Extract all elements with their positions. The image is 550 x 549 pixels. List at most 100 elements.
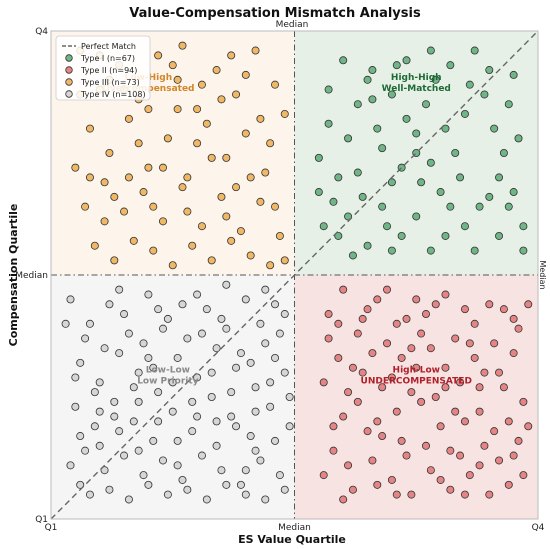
point-series-1-61 bbox=[378, 144, 387, 153]
x-tick-label-2: Median bbox=[278, 523, 311, 533]
point-series-2-40 bbox=[495, 456, 504, 465]
point-series-3-42 bbox=[246, 251, 255, 260]
point-series-2-65 bbox=[431, 392, 440, 401]
point-series-4-40 bbox=[159, 456, 168, 465]
point-series-4-72 bbox=[110, 412, 119, 421]
point-series-2-56 bbox=[499, 383, 508, 392]
point-series-1-28 bbox=[402, 114, 411, 123]
point-series-2-69 bbox=[490, 339, 499, 348]
point-series-4-41 bbox=[178, 475, 187, 484]
point-series-3-52 bbox=[266, 139, 275, 148]
point-series-1-52 bbox=[519, 222, 528, 231]
point-series-2-86 bbox=[524, 422, 533, 431]
point-series-1-36 bbox=[441, 231, 450, 240]
legend-label-series-4: Type IV (n=108) bbox=[80, 90, 146, 99]
point-series-4-30 bbox=[188, 427, 197, 436]
point-series-2-89 bbox=[407, 344, 416, 353]
point-series-1-41 bbox=[460, 109, 469, 118]
point-series-2-18 bbox=[490, 427, 499, 436]
point-series-3-69 bbox=[256, 114, 265, 123]
point-series-3-31 bbox=[236, 227, 245, 236]
point-series-2-42 bbox=[514, 436, 523, 445]
point-series-4-79 bbox=[246, 358, 255, 367]
point-series-2-91 bbox=[475, 383, 484, 392]
legend-swatch-series-1 bbox=[65, 54, 73, 62]
point-series-4-100 bbox=[261, 285, 270, 294]
point-series-4-36 bbox=[81, 446, 90, 455]
point-series-4-53 bbox=[202, 495, 211, 504]
point-series-3-28 bbox=[178, 183, 187, 192]
point-series-3-18 bbox=[202, 119, 211, 128]
point-series-3-35 bbox=[110, 256, 119, 265]
point-series-1-2 bbox=[344, 134, 353, 143]
point-series-4-25 bbox=[90, 422, 99, 431]
point-series-3-55 bbox=[124, 173, 133, 182]
point-series-4-87 bbox=[173, 436, 182, 445]
point-series-1-12 bbox=[353, 168, 362, 177]
point-series-3-25 bbox=[120, 207, 129, 216]
chart-title: Value-Compensation Mismatch Analysis bbox=[129, 6, 421, 21]
point-series-2-30 bbox=[397, 436, 406, 445]
point-series-3-13 bbox=[105, 148, 114, 157]
point-series-2-75 bbox=[363, 305, 372, 314]
point-series-2-82 bbox=[465, 339, 474, 348]
point-series-4-108 bbox=[271, 300, 280, 309]
point-series-2-62 bbox=[387, 373, 396, 382]
point-series-2-6 bbox=[373, 295, 382, 304]
point-series-4-90 bbox=[232, 422, 241, 431]
point-series-3-60 bbox=[246, 173, 255, 182]
point-series-4-73 bbox=[129, 383, 138, 392]
point-series-2-12 bbox=[431, 300, 440, 309]
point-series-2-7 bbox=[383, 339, 392, 348]
point-series-1-44 bbox=[353, 100, 362, 109]
point-series-4-67 bbox=[236, 349, 245, 358]
point-series-3-11 bbox=[271, 80, 280, 89]
point-series-3-21 bbox=[261, 168, 270, 177]
point-series-2-22 bbox=[319, 471, 328, 480]
point-series-2-68 bbox=[475, 461, 484, 470]
point-series-3-26 bbox=[139, 188, 148, 197]
y-axis-label: Compensation Quartile bbox=[7, 204, 20, 347]
point-series-2-38 bbox=[475, 407, 484, 416]
point-series-4-14 bbox=[95, 378, 104, 387]
point-series-2-48 bbox=[383, 285, 392, 294]
point-series-3-40 bbox=[207, 256, 216, 265]
point-series-2-74 bbox=[348, 363, 357, 372]
point-series-1-13 bbox=[378, 202, 387, 211]
point-series-1-42 bbox=[490, 124, 499, 133]
point-series-2-5 bbox=[363, 427, 372, 436]
point-series-3-67 bbox=[207, 153, 216, 162]
point-series-4-17 bbox=[154, 388, 163, 397]
point-series-1-55 bbox=[402, 56, 411, 65]
point-series-1-65 bbox=[504, 202, 513, 211]
legend-box bbox=[55, 35, 151, 101]
point-series-1-47 bbox=[485, 192, 494, 201]
point-series-2-54 bbox=[470, 353, 479, 362]
point-series-1-67 bbox=[426, 158, 435, 167]
point-series-4-88 bbox=[193, 412, 202, 421]
point-series-4-43 bbox=[217, 466, 226, 475]
point-series-4-104 bbox=[193, 290, 202, 299]
point-series-2-25 bbox=[348, 485, 357, 494]
point-series-3-8 bbox=[212, 66, 221, 75]
point-series-2-53 bbox=[456, 378, 465, 387]
point-series-3-51 bbox=[241, 70, 250, 79]
point-series-2-3 bbox=[344, 388, 353, 397]
plot-border bbox=[50, 30, 539, 520]
point-series-2-44 bbox=[324, 334, 333, 343]
point-series-3-5 bbox=[154, 51, 163, 60]
point-series-1-21 bbox=[426, 246, 435, 255]
point-series-4-59 bbox=[81, 334, 90, 343]
point-series-4-26 bbox=[110, 397, 119, 406]
point-series-2-39 bbox=[485, 490, 494, 499]
point-series-3-58 bbox=[197, 80, 206, 89]
point-series-3-72 bbox=[227, 51, 236, 60]
point-series-2-2 bbox=[334, 353, 343, 362]
point-series-2-83 bbox=[480, 441, 489, 450]
perfect-match-line bbox=[50, 30, 539, 520]
right-median-label: Median bbox=[538, 260, 547, 289]
point-series-1-18 bbox=[334, 231, 343, 240]
point-series-2-20 bbox=[509, 349, 518, 358]
point-series-4-6 bbox=[163, 314, 172, 323]
point-series-4-16 bbox=[134, 368, 143, 377]
